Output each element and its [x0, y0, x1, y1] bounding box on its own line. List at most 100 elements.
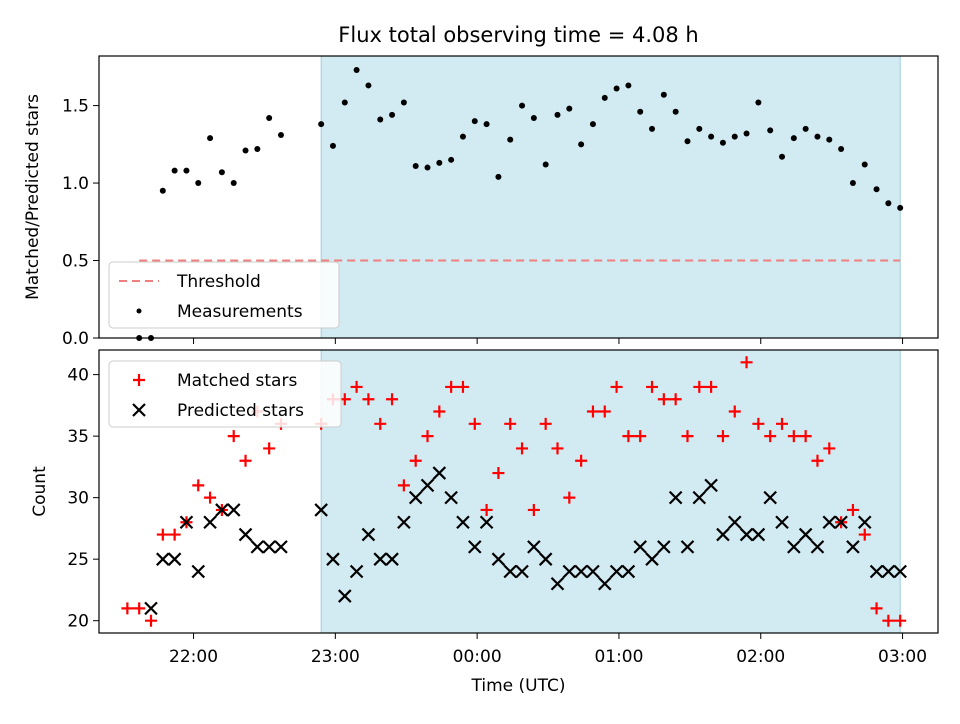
measurements-point	[424, 164, 431, 171]
measurements-point	[377, 116, 384, 123]
matched-stars-point	[516, 442, 529, 455]
predicted-stars-point	[645, 552, 659, 566]
matched-stars-point	[468, 417, 481, 430]
measurements-point	[838, 145, 845, 152]
x-tick-label: 01:00	[594, 647, 643, 667]
predicted-stars-point	[349, 564, 364, 579]
observing-window-shade	[320, 349, 901, 634]
measurements-point	[861, 161, 868, 168]
matched-stars-point	[575, 454, 588, 467]
matched-stars-point	[894, 614, 907, 627]
matched-stars-point	[728, 405, 741, 418]
measurements-point	[507, 136, 514, 143]
predicted-stars-point	[822, 515, 837, 530]
matched-stars-point	[144, 614, 157, 627]
measurements-point	[719, 139, 726, 146]
matched-stars-point	[787, 430, 800, 443]
measurements-point	[195, 180, 202, 187]
predicted-stars-point	[215, 503, 229, 517]
measurements-point	[329, 142, 336, 149]
measurements-point	[448, 156, 455, 163]
measurements-point	[412, 163, 419, 170]
predicted-stars-point	[787, 540, 801, 554]
measurements-point	[578, 141, 585, 148]
matched-stars-point	[445, 380, 458, 393]
y-tick-label: 0.5	[62, 252, 89, 272]
predicted-stars-point	[314, 503, 328, 517]
predicted-stars-point	[692, 490, 707, 505]
matched-stars-point	[239, 454, 252, 467]
legend-label: Matched stars	[177, 371, 297, 391]
matched-stars-point	[598, 405, 611, 418]
bottom-panel: 20 25 30 35 40 22:00 23:00 00:00 01:00 02:00 03:00…	[30, 349, 939, 696]
measurements-point	[696, 125, 703, 132]
matched-stars-point	[740, 356, 753, 369]
predicted-stars-point	[274, 540, 288, 554]
predicted-stars-point	[857, 515, 872, 530]
measurements-point	[790, 135, 797, 142]
predicted-stars-point	[467, 540, 482, 554]
matched-stars-point	[350, 380, 363, 393]
predicted-stars-point	[238, 527, 253, 542]
measurements-point	[625, 82, 632, 89]
measurements-point	[483, 121, 490, 128]
measurements-point	[885, 200, 892, 207]
predicted-stars-point	[479, 515, 494, 530]
matched-stars-point	[764, 430, 777, 443]
measurements-point	[530, 114, 537, 121]
matched-stars-point	[551, 442, 564, 455]
matched-stars-point	[121, 602, 134, 615]
matched-stars-point	[362, 393, 375, 406]
predicted-stars-point	[338, 589, 352, 603]
matched-stars-point	[693, 380, 706, 393]
predicted-stars-point	[444, 490, 458, 505]
matched-stars-point	[882, 614, 895, 627]
measurements-point	[708, 133, 715, 140]
matched-stars-point	[156, 528, 169, 541]
matched-stars-point	[811, 454, 824, 467]
measurements-point	[849, 180, 856, 187]
y-tick-label: 25	[67, 550, 89, 570]
predicted-stars-point	[798, 527, 813, 542]
predicted-stars-point	[881, 564, 896, 579]
predicted-stars-point	[704, 478, 718, 493]
matched-stars-point	[433, 405, 446, 418]
measurements-point	[814, 133, 821, 140]
measurements-point	[542, 161, 549, 168]
matched-stars-point	[263, 442, 276, 455]
measurements-point	[341, 99, 348, 106]
predicted-stars-point	[763, 490, 777, 505]
axes-frame	[98, 349, 939, 634]
y-tick-label: 20	[67, 612, 89, 632]
legend-label: Threshold	[176, 272, 261, 292]
predicted-stars-point	[586, 564, 600, 579]
measurements-point	[601, 94, 608, 101]
measurements-point	[389, 111, 396, 118]
measurements-point	[254, 145, 261, 152]
predicted-stars-point	[262, 540, 276, 554]
matched-stars-point	[421, 430, 434, 443]
predicted-stars-point	[893, 564, 907, 579]
y-axis-label: Matched/Predicted stars	[23, 94, 43, 300]
matched-stars-point	[705, 380, 718, 393]
predicted-stars-point	[657, 540, 671, 554]
predicted-stars-point	[751, 527, 766, 542]
x-tick-label: 03:00	[878, 647, 927, 667]
predicted-stars-point	[538, 552, 553, 566]
measurements-point	[743, 130, 750, 137]
predicted-stars-point	[716, 527, 730, 542]
measurements-point	[566, 105, 573, 112]
matched-stars-point	[374, 417, 387, 430]
matched-stars-point	[669, 393, 682, 406]
matched-stars-point	[586, 405, 599, 418]
measurements-point	[353, 66, 360, 73]
measurements-point	[436, 159, 443, 166]
measurements-point	[767, 127, 774, 134]
y-axis-label: Count	[30, 466, 50, 517]
measurements-point	[755, 99, 762, 106]
y-tick-label: 40	[67, 366, 89, 386]
legend: Threshold Measurements	[108, 261, 340, 329]
predicted-stars-point	[203, 515, 217, 530]
predicted-stars-point	[144, 601, 158, 616]
predicted-stars-point	[361, 527, 376, 542]
